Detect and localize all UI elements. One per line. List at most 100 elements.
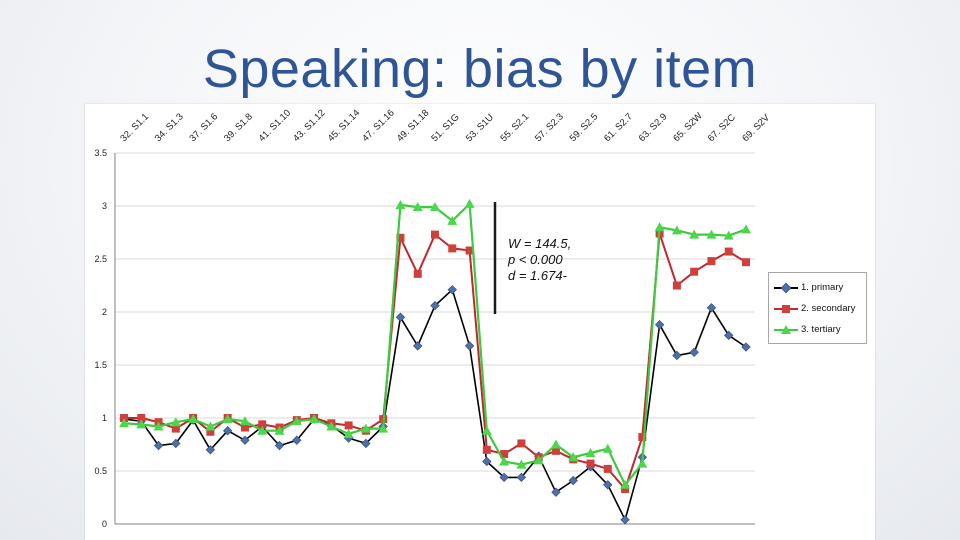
x-tick-label: 67. S2C [706,112,738,144]
data-point-series-2 [603,464,612,473]
data-point-series-2 [171,424,180,433]
y-tick-label: 2 [102,307,107,317]
x-tick-label: 41. S1.10 [257,108,294,145]
statistics-annotation: W = 144.5, p < 0.000 d = 1.674- [508,236,588,284]
data-point-series-1 [482,456,492,467]
chart-area: 0 0.5 1 1.5 2 2.5 3 3.5 32. S1.1 34. S1.3 37. S1.6… [85,104,875,540]
data-point-series-3 [568,452,579,462]
data-point-series-2 [396,233,405,242]
data-point-series-1 [741,342,751,352]
data-point-series-1 [395,312,406,322]
data-point-series-3 [136,419,147,429]
data-point-series-1 [430,300,440,311]
data-point-series-3 [654,222,665,232]
data-point-series-2 [448,244,457,253]
data-point-series-1 [706,303,717,313]
data-point-series-2 [465,246,474,255]
data-point-series-3 [343,428,354,438]
data-point-series-2 [707,257,716,266]
data-point-series-3 [533,455,544,465]
data-point-series-3 [360,423,371,433]
x-tick-label: 39. S1.8 [222,111,255,144]
y-tick-label: 2.5 [94,254,107,264]
data-point-series-3 [499,456,510,466]
data-point-series-2 [724,247,733,256]
data-point-series-3 [741,224,751,234]
data-point-series-2 [431,230,439,239]
data-point-series-3 [239,416,250,426]
data-point-series-2 [517,439,526,448]
data-point-series-2 [742,258,750,267]
data-point-series-3 [153,421,164,431]
data-point-series-3 [257,425,268,435]
data-point-series-2 [482,445,491,454]
series-line-2 [124,232,747,490]
y-tick-label: 0 [102,519,107,529]
data-point-series-1 [464,341,475,351]
legend-label-tertiary: 3. tertiary [801,324,841,335]
data-point-series-3 [602,443,613,453]
data-point-series-3 [222,414,233,424]
y-tick-label: 3 [102,201,107,211]
data-point-series-1 [274,440,285,451]
data-point-series-2 [120,414,128,422]
x-tick-label: 61. S2.7 [602,111,635,144]
data-point-series-3 [291,416,302,426]
data-point-series-1 [620,515,630,525]
data-point-series-1 [292,435,302,445]
y-tick-label: 0.5 [94,466,107,476]
data-point-series-3 [671,225,682,235]
slide-title: Speaking: bias by item [202,39,758,99]
data-point-series-1 [654,320,665,330]
x-tick-label: 43. S1.12 [291,108,328,145]
data-point-series-2 [586,459,595,468]
x-tick-label: 34. S1.3 [153,111,186,144]
data-point-series-1 [724,330,734,340]
data-point-series-3 [516,459,527,469]
data-point-series-3 [412,202,423,212]
data-point-series-1 [222,426,233,436]
data-point-series-1 [689,347,699,357]
x-tick-label: 49. S1.18 [395,108,432,145]
data-point-series-1 [447,285,457,295]
data-point-series-2 [258,420,267,429]
data-point-series-3 [309,414,320,424]
data-point-series-2 [206,427,215,436]
data-point-series-2 [690,267,699,276]
data-point-series-3 [447,215,458,225]
data-point-series-2 [240,423,249,432]
data-point-series-1 [153,440,164,451]
data-point-series-1 [603,480,613,490]
data-point-series-2 [551,446,560,455]
data-point-series-3 [464,198,475,208]
data-point-series-3 [119,418,129,428]
data-point-series-2 [621,485,630,494]
data-point-series-3 [723,230,734,240]
data-point-series-1 [240,435,250,445]
data-point-series-2 [413,269,422,278]
x-tick-label: 45. S1.14 [326,108,363,145]
x-tick-label: 65. S2W [671,111,705,145]
x-tick-label: 51. S1G [429,112,461,144]
data-point-series-1 [516,472,527,483]
data-point-series-1 [568,475,578,486]
data-point-series-3 [689,229,700,239]
data-point-series-2 [137,414,146,422]
data-point-series-3 [378,423,389,433]
data-point-series-1 [361,438,371,449]
line-chart: 0 0.5 1 1.5 2 2.5 3 3.5 32. S1.1 34. S1.3 37. S1.6… [94,108,772,529]
x-tick-label: 53. S1U [464,112,496,144]
x-tick-label: 37. S1.6 [187,111,220,144]
data-point-series-2 [672,281,681,290]
data-point-series-2 [500,450,509,459]
x-tick-label: 47. S1.16 [360,108,397,145]
data-point-series-3 [188,414,199,424]
annotation-line-w: W = 144.5, [508,236,572,251]
data-point-series-1 [205,445,216,455]
x-tick-label: 69. S2V [740,112,772,144]
data-point-series-3 [620,479,631,489]
data-point-series-2 [638,433,647,442]
y-tick-label: 1 [102,413,107,423]
x-tick-label: 59. S2.5 [568,111,601,144]
data-point-series-3 [274,425,285,435]
